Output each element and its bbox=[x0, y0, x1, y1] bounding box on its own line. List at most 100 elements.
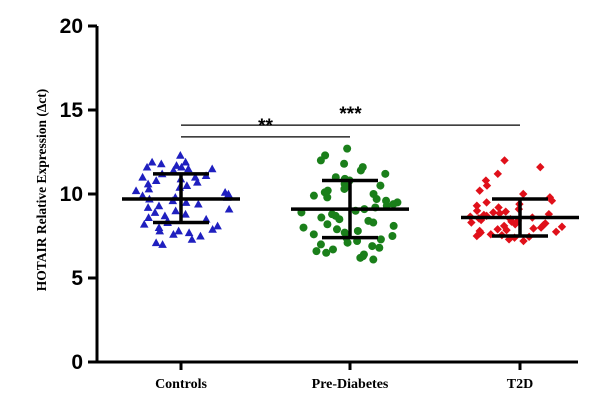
point-diamond bbox=[493, 225, 502, 234]
point-circle bbox=[353, 226, 362, 235]
point-triangle bbox=[151, 238, 161, 247]
point-circle bbox=[323, 220, 332, 229]
point-diamond bbox=[544, 209, 554, 219]
point-circle bbox=[312, 247, 321, 256]
point-diamond bbox=[475, 186, 484, 195]
point-triangle bbox=[138, 191, 147, 200]
point-diamond bbox=[536, 223, 546, 232]
point-circle bbox=[335, 215, 344, 224]
y-tick-label: 5 bbox=[71, 267, 83, 290]
point-circle bbox=[343, 238, 352, 247]
point-diamond bbox=[536, 162, 545, 172]
point-diamond bbox=[467, 218, 476, 227]
error-bars bbox=[122, 172, 579, 240]
x-axis: Controls Pre-Diabetes T2D bbox=[95, 360, 578, 392]
point-diamond bbox=[472, 201, 482, 210]
point-triangle bbox=[147, 157, 157, 166]
significance-label: *** bbox=[339, 104, 362, 125]
point-diamond bbox=[482, 198, 491, 207]
point-triangle bbox=[184, 164, 193, 173]
y-axis-label: HOTAIR Relative Expression (Δct) bbox=[34, 89, 49, 292]
point-triangle bbox=[155, 226, 165, 235]
point-triangle bbox=[139, 219, 149, 228]
significance-brackets: ***** bbox=[181, 104, 520, 138]
point-triangle bbox=[154, 223, 164, 232]
point-triangle bbox=[176, 151, 185, 159]
point-diamond bbox=[529, 224, 538, 233]
point-circle bbox=[389, 200, 398, 209]
point-diamond bbox=[482, 181, 492, 190]
point-circle bbox=[340, 159, 349, 168]
point-triangle bbox=[201, 214, 211, 223]
point-circle bbox=[316, 156, 325, 165]
point-circle bbox=[376, 235, 385, 244]
point-diamond bbox=[472, 231, 482, 241]
point-triangle bbox=[131, 186, 141, 195]
point-circle bbox=[309, 230, 318, 239]
point-circle bbox=[299, 223, 308, 232]
point-circle bbox=[388, 232, 397, 240]
point-triangle bbox=[181, 157, 190, 166]
point-circle bbox=[332, 225, 341, 234]
point-diamond bbox=[495, 209, 504, 218]
point-circle bbox=[309, 191, 318, 200]
point-diamond bbox=[547, 196, 557, 205]
point-triangle bbox=[224, 204, 234, 213]
point-triangle bbox=[151, 176, 161, 184]
point-circle bbox=[356, 166, 365, 175]
point-triangle bbox=[154, 201, 164, 210]
y-tick-label: 10 bbox=[60, 183, 83, 206]
y-tick-label: 20 bbox=[60, 15, 83, 38]
point-triangle bbox=[193, 177, 202, 186]
y-tick-label: 0 bbox=[71, 351, 83, 374]
point-diamond bbox=[472, 206, 482, 215]
point-triangle bbox=[169, 166, 178, 174]
point-diamond bbox=[489, 208, 498, 217]
point-diamond bbox=[502, 225, 511, 235]
y-tick-label: 15 bbox=[60, 99, 84, 122]
point-circle bbox=[376, 181, 385, 190]
x-tick-label: Controls bbox=[155, 377, 207, 392]
point-triangle bbox=[143, 179, 153, 188]
point-triangle bbox=[194, 199, 203, 208]
point-diamond bbox=[507, 217, 516, 226]
point-triangle bbox=[184, 228, 194, 237]
point-diamond bbox=[519, 189, 528, 199]
point-circle bbox=[340, 184, 349, 193]
point-circle bbox=[323, 193, 332, 202]
point-circle bbox=[372, 195, 381, 204]
point-triangle bbox=[208, 224, 217, 233]
point-circle bbox=[381, 169, 390, 178]
point-circle bbox=[368, 242, 377, 251]
point-triangle bbox=[177, 162, 186, 171]
point-triangle bbox=[144, 213, 153, 221]
point-triangle bbox=[156, 159, 166, 168]
point-diamond bbox=[519, 236, 528, 246]
point-diamond bbox=[493, 169, 502, 179]
point-circle bbox=[317, 213, 326, 222]
point-circle bbox=[316, 240, 325, 249]
point-triangle bbox=[187, 235, 197, 243]
point-diamond bbox=[501, 207, 510, 216]
x-tick-label: T2D bbox=[507, 377, 533, 392]
significance-label: ** bbox=[258, 116, 273, 137]
point-circle bbox=[322, 248, 331, 257]
y-axis: 0 5 10 15 20 bbox=[60, 15, 99, 374]
point-circle bbox=[369, 218, 378, 227]
point-diamond bbox=[494, 203, 503, 212]
point-triangle bbox=[172, 161, 181, 169]
point-circle bbox=[369, 255, 378, 264]
point-triangle bbox=[174, 226, 183, 235]
point-triangle bbox=[158, 240, 167, 248]
point-circle bbox=[375, 243, 384, 252]
point-circle bbox=[328, 245, 337, 254]
point-triangle bbox=[138, 172, 147, 181]
point-triangle bbox=[144, 184, 154, 193]
point-circle bbox=[356, 253, 365, 262]
point-triangle bbox=[143, 203, 153, 211]
point-diamond bbox=[500, 156, 509, 165]
point-circle bbox=[343, 144, 352, 153]
point-diamond bbox=[557, 222, 567, 231]
point-diamond bbox=[551, 227, 561, 236]
